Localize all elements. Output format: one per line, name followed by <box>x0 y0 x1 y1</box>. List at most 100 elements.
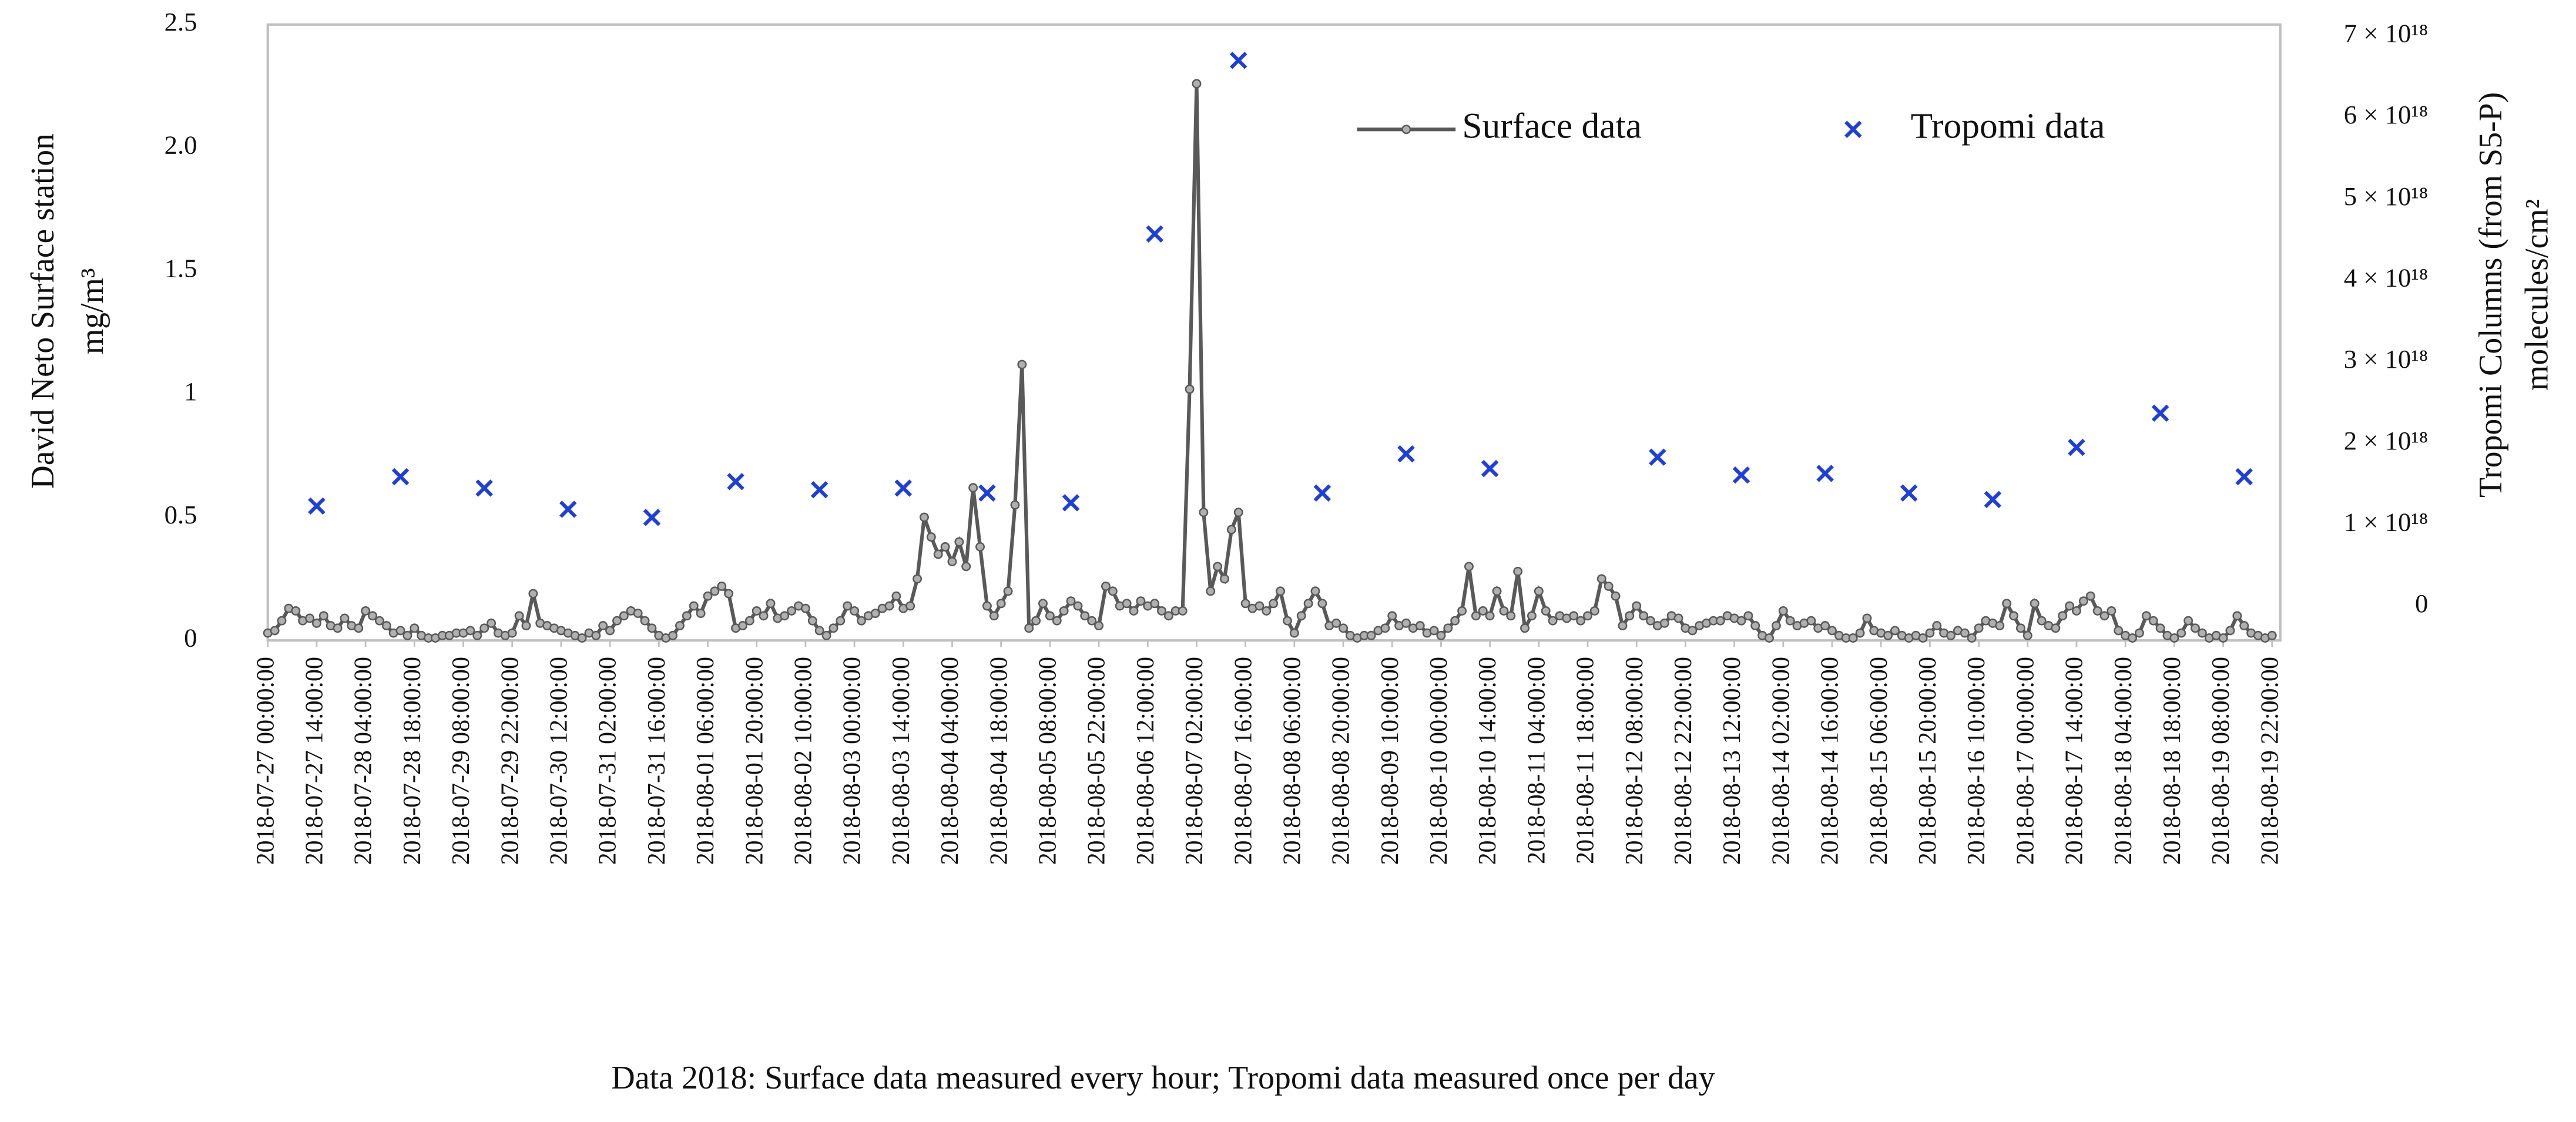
legend-symbol <box>1844 120 1862 138</box>
point <box>1625 611 1635 621</box>
point <box>1478 606 1488 616</box>
point <box>1192 79 1202 89</box>
x-tick-label: 2018-07-29 22:00:00 <box>497 657 524 865</box>
point <box>340 613 350 623</box>
point <box>1548 616 1558 626</box>
point <box>870 609 880 619</box>
point <box>291 606 301 616</box>
point <box>1129 606 1139 616</box>
point <box>1632 601 1642 611</box>
x-tick-label: 2018-08-17 00:00:00 <box>2012 657 2039 865</box>
point <box>1820 621 1830 631</box>
point <box>479 623 489 633</box>
x-tick-label: 2018-08-18 04:00:00 <box>2110 657 2137 865</box>
point <box>843 601 853 611</box>
point <box>2267 630 2277 640</box>
point <box>591 630 601 640</box>
point <box>1080 611 1090 621</box>
legend-symbol <box>1401 125 1411 135</box>
point <box>1513 566 1523 576</box>
point <box>1743 611 1753 621</box>
x-tick-label: 2018-08-12 08:00:00 <box>1621 657 1648 865</box>
x-tick-label: 2018-08-10 00:00:00 <box>1425 657 1453 865</box>
point <box>2141 611 2151 621</box>
point <box>2225 626 2235 636</box>
point <box>724 589 734 599</box>
point <box>1101 582 1111 591</box>
point <box>696 609 706 619</box>
point <box>800 603 810 613</box>
point <box>2037 616 2047 626</box>
point <box>311 618 321 628</box>
point <box>1827 626 1837 636</box>
point <box>884 601 894 611</box>
point <box>947 557 957 566</box>
point <box>1429 626 1439 636</box>
x-tick-label: 2018-07-27 14:00:00 <box>301 657 328 865</box>
point <box>744 616 754 626</box>
point <box>1157 606 1166 616</box>
point <box>919 512 929 522</box>
point <box>933 549 943 559</box>
point <box>668 630 678 640</box>
point <box>1457 606 1467 616</box>
point <box>1226 525 1236 535</box>
point <box>1883 630 1893 640</box>
point <box>1052 616 1062 626</box>
point <box>528 589 538 599</box>
point <box>1506 611 1516 621</box>
plot-frame <box>266 23 2282 642</box>
point <box>940 542 950 552</box>
y2-tick-label: 6 × 10¹⁸ <box>2344 100 2429 129</box>
point <box>2148 616 2158 626</box>
point <box>2072 606 2081 616</box>
point <box>1380 623 1390 633</box>
point <box>487 618 497 628</box>
point <box>361 606 371 616</box>
x-tick-label: 2018-08-09 10:00:00 <box>1377 657 1404 865</box>
x-tick-label: 2018-08-14 02:00:00 <box>1767 657 1795 865</box>
point <box>507 628 517 638</box>
point <box>856 616 866 626</box>
point <box>1269 599 1279 609</box>
point <box>1946 630 1956 640</box>
point <box>1017 360 1027 369</box>
y-tick-label: 1.5 <box>165 253 197 283</box>
point <box>1492 586 1502 596</box>
scatter-point <box>1146 225 1163 243</box>
x-tick-label: 2018-08-17 14:00:00 <box>2061 657 2088 865</box>
point <box>1240 599 1250 609</box>
point <box>1450 616 1460 626</box>
point <box>402 630 412 640</box>
x-tick-label: 2018-08-02 10:00:00 <box>790 657 817 865</box>
y2-tick-label: 5 × 10¹⁸ <box>2344 182 2429 211</box>
scatter-point <box>643 509 661 526</box>
y2-tick-label: 7 × 10¹⁸ <box>2344 19 2429 48</box>
point <box>1848 633 1858 643</box>
point <box>577 633 587 643</box>
point <box>1031 616 1041 626</box>
point <box>752 606 762 616</box>
scatter-point <box>559 500 577 518</box>
point <box>996 599 1006 609</box>
x-tick-label: 2018-08-08 20:00:00 <box>1328 657 1355 865</box>
point <box>1918 633 1928 643</box>
point <box>975 542 985 552</box>
point <box>814 626 824 636</box>
point <box>514 611 524 621</box>
point <box>1471 611 1481 621</box>
point <box>368 611 377 621</box>
point <box>961 562 971 572</box>
x-tick-label: 2018-08-03 14:00:00 <box>888 657 915 865</box>
point <box>891 591 901 601</box>
point <box>2197 628 2207 638</box>
scatter-point <box>1230 52 1247 69</box>
point <box>1310 586 1320 596</box>
point <box>1303 599 1313 609</box>
point <box>1289 628 1299 638</box>
point <box>647 623 657 633</box>
x-tick-label: 2018-08-19 08:00:00 <box>2208 657 2235 865</box>
y-tick-label: 1 <box>184 377 197 406</box>
point <box>1750 621 1760 631</box>
x-tick-label: 2018-07-31 02:00:00 <box>595 657 622 865</box>
